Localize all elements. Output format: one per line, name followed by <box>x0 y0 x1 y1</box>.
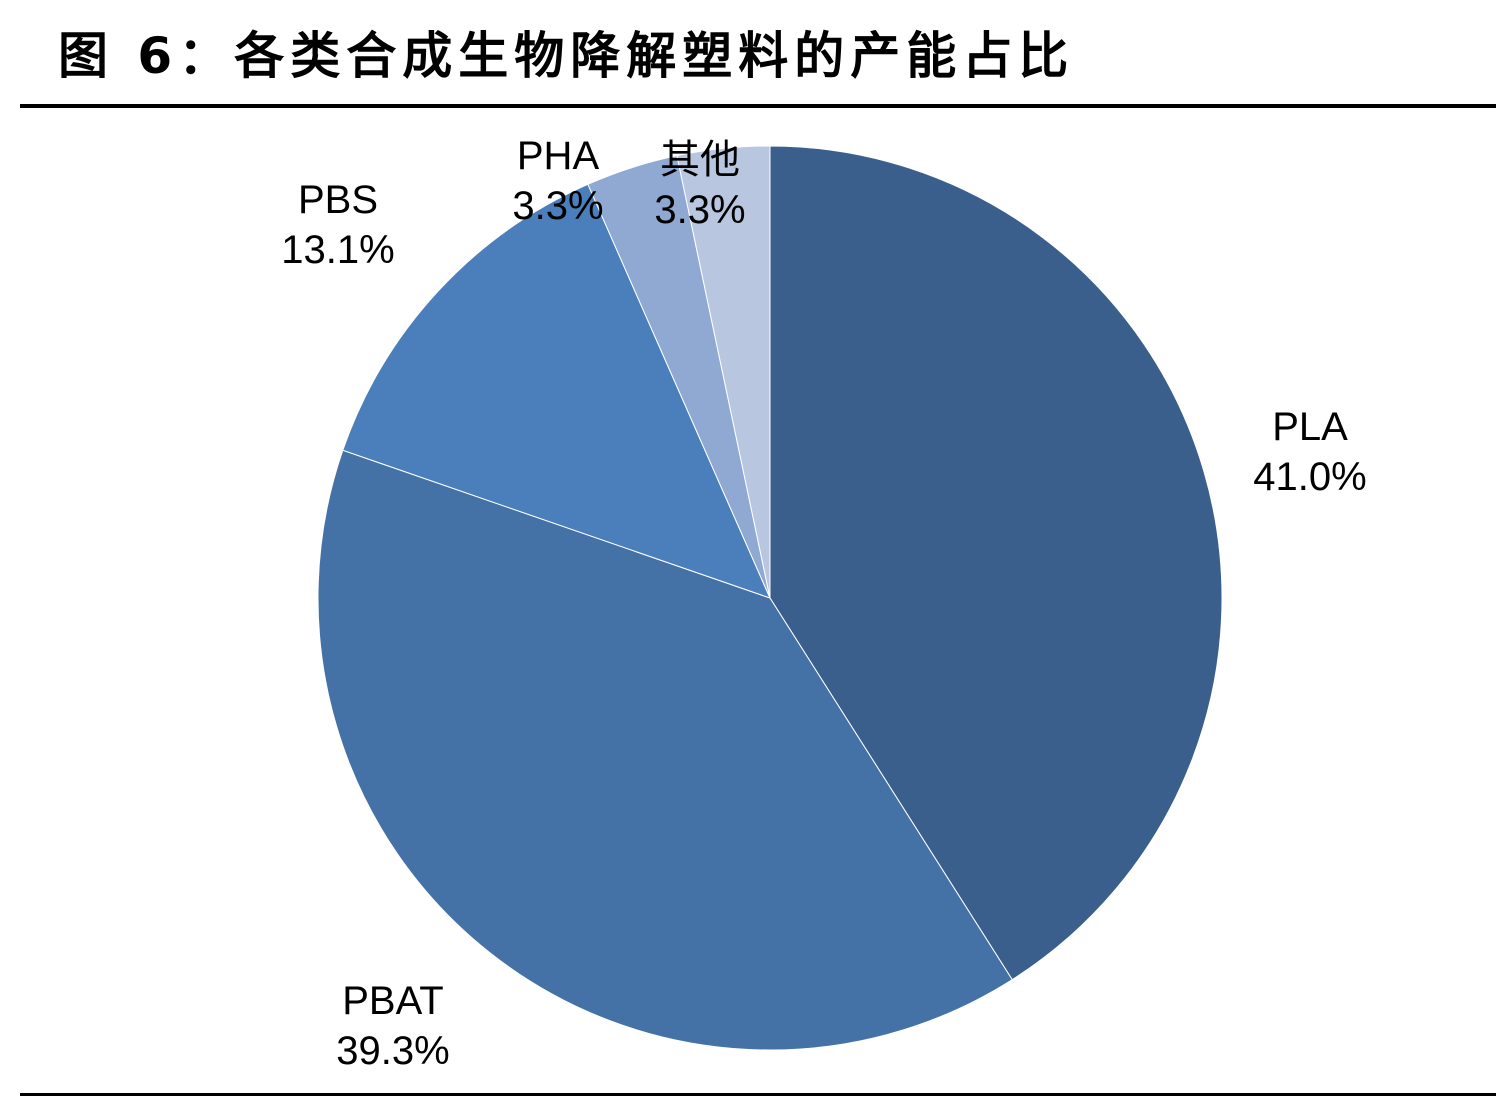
slice-name-label: PBS <box>298 178 378 222</box>
pie-slice-pla <box>769 145 1223 981</box>
pie-slice-pbat <box>317 449 1013 1051</box>
top-rule <box>20 104 1496 108</box>
slice-percent-label: 41.0% <box>1253 455 1366 499</box>
slice-percent-label: 13.1% <box>281 228 394 272</box>
slice-name-label: PLA <box>1272 405 1348 449</box>
pie-slice-其他 <box>676 145 771 599</box>
slice-percent-label: 3.3% <box>654 188 745 232</box>
data-label-pbat: PBAT 39.3% <box>336 979 449 1073</box>
slice-name-label: PBAT <box>342 979 444 1023</box>
slice-percent-label: 39.3% <box>336 1029 449 1073</box>
data-label-pla: PLA 41.0% <box>1253 405 1366 499</box>
figure-title: 图 6：各类合成生物降解塑料的产能占比 <box>58 27 1075 85</box>
bottom-rule <box>20 1093 1496 1096</box>
slice-percent-label: 3.3% <box>512 184 603 228</box>
slice-name-label: PHA <box>517 134 600 178</box>
data-label-pha: PHA 3.3% <box>512 134 603 228</box>
data-label-其他: 其他 3.3% <box>654 138 745 232</box>
pie-slice-pbs <box>342 183 771 599</box>
pie-labels: PLA 41.0% PBAT 39.3% PBS 13.1% PHA 3.3% 其他 3.3% <box>281 134 1366 1073</box>
slice-name-label: 其他 <box>660 138 740 182</box>
data-label-pbs: PBS 13.1% <box>281 178 394 272</box>
pie-slices <box>317 145 1223 1051</box>
